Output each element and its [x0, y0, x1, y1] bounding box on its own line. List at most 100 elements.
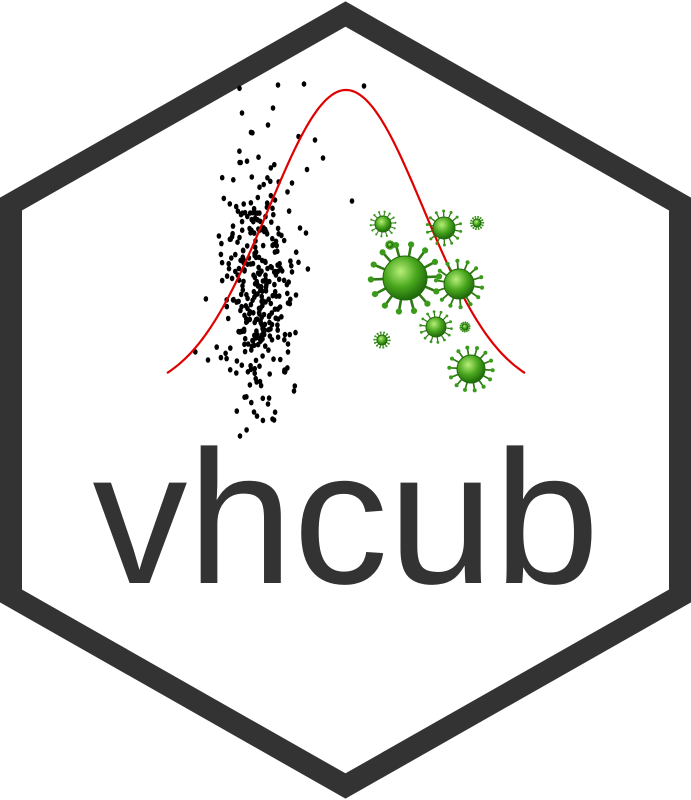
scatter-point — [258, 338, 263, 345]
scatter-point — [259, 322, 265, 328]
scatter-point — [234, 370, 239, 376]
scatter-point — [268, 192, 274, 199]
scatter-point — [257, 218, 263, 225]
scatter-point — [241, 326, 247, 333]
scatter-point — [256, 254, 262, 261]
scatter-point — [285, 341, 291, 347]
scatter-point — [274, 242, 280, 249]
scatter-point — [275, 225, 281, 232]
scatter-point — [285, 349, 291, 355]
scatter-point — [266, 395, 272, 401]
scatter-point — [259, 298, 264, 305]
scatter-point — [291, 388, 297, 394]
scatter-point — [289, 263, 294, 269]
scatter-point — [249, 347, 254, 353]
scatter-point — [272, 288, 278, 295]
scatter-point — [234, 358, 240, 364]
scatter-point — [263, 288, 269, 294]
virus-icon — [433, 258, 485, 310]
scatter-point — [361, 83, 367, 89]
scatter-point — [262, 343, 268, 349]
scatter-point — [271, 211, 276, 218]
scatter-point — [270, 292, 276, 299]
scatter-point — [269, 321, 275, 328]
scatter-point — [251, 205, 257, 212]
scatter-point — [255, 281, 260, 288]
scatter-point — [349, 198, 355, 204]
scatter-point — [241, 256, 246, 262]
scatter-points — [193, 81, 367, 439]
scatter-point — [272, 306, 278, 313]
scatter-point — [252, 332, 257, 339]
scatter-point — [268, 165, 274, 171]
scatter-point — [264, 231, 270, 237]
scatter-point — [239, 227, 245, 233]
scatter-point — [216, 233, 222, 239]
scatter-point — [234, 408, 240, 414]
scatter-point — [224, 303, 230, 310]
scatter-point — [265, 122, 271, 128]
scatter-point — [243, 303, 249, 309]
scatter-point — [229, 255, 234, 261]
scatter-point — [218, 354, 224, 361]
scatter-point — [272, 281, 277, 288]
scatter-point — [219, 277, 225, 284]
scatter-point — [268, 178, 273, 185]
scatter-point — [260, 242, 266, 249]
scatter-point — [273, 272, 279, 278]
virus-icon — [447, 345, 495, 393]
scatter-point — [260, 417, 266, 424]
scatter-point — [250, 337, 256, 344]
scatter-point — [253, 375, 258, 382]
scatter-point — [293, 329, 298, 336]
scatter-point — [279, 314, 284, 320]
scatter-point — [248, 366, 254, 373]
scatter-point — [261, 331, 267, 338]
scatter-point — [229, 275, 235, 282]
scatter-point — [203, 296, 209, 302]
scatter-point — [275, 262, 280, 268]
virus-icon — [419, 310, 453, 344]
scatter-point — [278, 356, 283, 363]
virus-icon — [459, 321, 471, 333]
scatter-point — [264, 200, 270, 206]
scatter-point — [226, 265, 232, 272]
scatter-point — [231, 296, 236, 303]
scatter-point — [267, 333, 273, 339]
scatter-point — [301, 81, 307, 87]
scatter-point — [257, 311, 262, 317]
scatter-point — [270, 242, 275, 249]
scatter-point — [293, 292, 299, 298]
scatter-point — [277, 304, 283, 310]
scatter-point — [305, 266, 311, 272]
scatter-point — [293, 249, 299, 255]
scatter-point — [242, 348, 248, 355]
scatter-point — [251, 272, 256, 279]
scatter-point — [224, 273, 230, 279]
scatter-point — [266, 347, 271, 353]
scatter-point — [224, 355, 229, 362]
scatter-point — [259, 257, 265, 264]
scatter-point — [229, 233, 235, 240]
scatter-point — [239, 110, 245, 116]
scatter-point — [241, 201, 246, 207]
scatter-point — [272, 249, 278, 255]
scatter-point — [276, 276, 282, 283]
scatter-point — [214, 344, 219, 350]
scatter-point — [237, 85, 242, 92]
scatter-point — [251, 310, 256, 316]
scatter-point — [267, 371, 273, 377]
scatter-point — [240, 210, 245, 216]
scatter-point — [275, 82, 281, 88]
scatter-point — [205, 357, 211, 363]
scatter-point — [251, 409, 257, 415]
scatter-point — [251, 342, 257, 349]
scatter-point — [227, 201, 233, 207]
scatter-point — [288, 296, 293, 303]
scatter-point — [218, 251, 224, 258]
scatter-point — [239, 218, 245, 225]
scatter-point — [259, 293, 265, 300]
scatter-point — [240, 283, 245, 289]
